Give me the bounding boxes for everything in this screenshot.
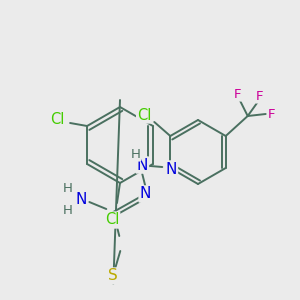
Text: S: S	[108, 268, 118, 284]
Text: Cl: Cl	[50, 112, 64, 127]
Text: N: N	[136, 158, 148, 172]
Text: N: N	[140, 187, 151, 202]
Text: Cl: Cl	[105, 212, 119, 227]
Text: Cl: Cl	[137, 107, 152, 122]
Text: F: F	[234, 88, 242, 100]
Text: H: H	[62, 182, 72, 194]
Text: H: H	[130, 148, 140, 160]
Text: N: N	[166, 161, 177, 176]
Text: H: H	[62, 203, 72, 217]
Text: F: F	[268, 107, 275, 121]
Text: F: F	[256, 89, 263, 103]
Text: N: N	[76, 191, 87, 206]
